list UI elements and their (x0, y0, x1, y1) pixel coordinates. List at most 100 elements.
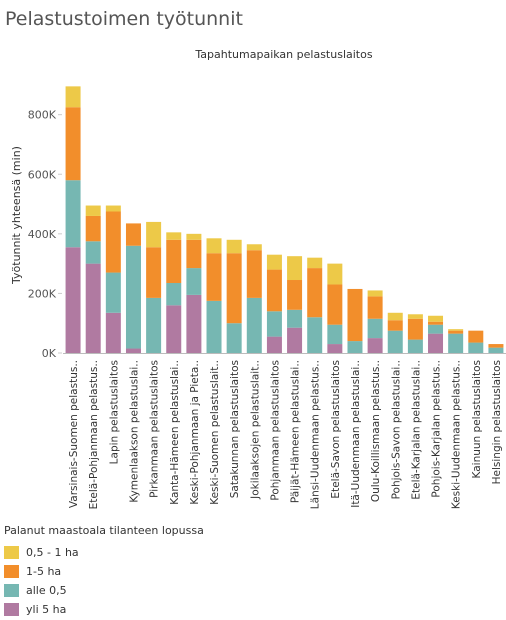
x-tick-label-4: Pirkanmaan pelastuslaitos (149, 360, 161, 498)
x-tick-label-2: Lapin pelastuslaitos (108, 360, 120, 464)
x-tick-label-5: Kanta-Hämeen pelastuslai.. (169, 360, 181, 505)
bar-alle-0-5-2 (105, 272, 121, 313)
bar-1-5-ha-18 (428, 321, 444, 325)
legend-label-1-5-ha: 1-5 ha (26, 565, 62, 578)
x-tick-label-6: Keski-Pohjanmaan ja Pieta.. (189, 360, 201, 505)
bar-1-5-ha-4 (146, 247, 162, 298)
bar-0-5-1-ha-6 (186, 233, 202, 240)
bar-1-5-ha-0 (65, 107, 81, 181)
bar-alle-0-5-17 (407, 339, 423, 353)
stacked-bar-chart: Tapahtumapaikan pelastuslaitos Työtunnit … (10, 48, 506, 509)
bar-alle-0-5-1 (85, 241, 101, 264)
bar-yli-5-ha-6 (186, 294, 202, 353)
x-tick-label-16: Pohjois-Savon pelastuslai.. (390, 360, 402, 499)
bar-1-5-ha-6 (186, 239, 202, 269)
x-tick-label-9: Jokilaaksojen pelastuslait.. (249, 360, 261, 500)
bar-1-5-ha-1 (85, 215, 101, 242)
x-tick-label-10: Pohjanmaan pelastuslaitos (269, 360, 281, 501)
y-tick-label: 200K (28, 287, 57, 300)
bar-0-5-1-ha-11 (287, 256, 303, 281)
legend-label-yli-5-ha: yli 5 ha (26, 603, 67, 616)
bar-1-5-ha-17 (407, 318, 423, 340)
legend-swatch-1-5-ha (4, 565, 19, 578)
bar-0-5-1-ha-8 (226, 239, 242, 254)
y-tick-label: 0K (42, 347, 57, 360)
bar-alle-0-5-3 (125, 245, 141, 349)
bar-alle-0-5-21 (488, 347, 504, 353)
bar-1-5-ha-9 (246, 250, 262, 298)
bar-yli-5-ha-13 (327, 344, 343, 353)
bar-yli-5-ha-1 (85, 263, 101, 353)
legend-label-0-5-1-ha: 0,5 - 1 ha (26, 546, 79, 559)
bar-alle-0-5-10 (266, 311, 282, 337)
bar-1-5-ha-13 (327, 284, 343, 325)
bar-1-5-ha-19 (448, 330, 464, 334)
bar-0-5-1-ha-15 (367, 290, 383, 297)
bar-0-5-1-ha-10 (266, 254, 282, 270)
legend-item-0-5-1-ha[interactable]: 0,5 - 1 ha (4, 543, 304, 562)
x-tick-label-14: Itä-Uudenmaan pelastuslai.. (350, 360, 362, 508)
x-tick-label-21: Helsingin pelastuslaitos (491, 360, 503, 484)
bar-0-5-1-ha-5 (166, 232, 182, 240)
bar-0-5-1-ha-1 (85, 205, 101, 216)
x-tick-label-0: Varsinais-Suomen pelastus.. (68, 360, 80, 508)
bar-1-5-ha-20 (468, 330, 484, 343)
y-tick-label: 600K (28, 168, 57, 181)
x-tick-label-20: Kainuun pelastuslaitos (471, 360, 483, 478)
y-axis-label: Työtunnit yhteensä (min) (10, 146, 23, 285)
bar-1-5-ha-10 (266, 269, 282, 312)
bar-alle-0-5-5 (166, 282, 182, 306)
bar-alle-0-5-8 (226, 323, 242, 353)
bar-alle-0-5-6 (186, 268, 202, 295)
bar-alle-0-5-16 (387, 330, 403, 353)
bar-1-5-ha-8 (226, 253, 242, 324)
bar-0-5-1-ha-19 (448, 329, 464, 331)
bar-1-5-ha-14 (347, 288, 363, 342)
bar-yli-5-ha-5 (166, 305, 182, 353)
x-tick-label-7: Keski-Suomen pelastuslait.. (209, 360, 221, 505)
bar-0-5-1-ha-13 (327, 263, 343, 285)
bar-alle-0-5-20 (468, 342, 484, 353)
bar-0-5-1-ha-2 (105, 205, 121, 212)
x-tick-label-18: Pohjois-Karjalan pelastus.. (431, 360, 443, 498)
bar-alle-0-5-4 (146, 297, 162, 353)
bar-alle-0-5-12 (307, 317, 323, 353)
x-tick-label-12: Länsi-Uudenmaan pelastus.. (310, 360, 322, 509)
bar-1-5-ha-12 (307, 268, 323, 318)
bar-yli-5-ha-2 (105, 312, 121, 353)
x-tick-label-11: Päijät-Hämeen pelastuslai.. (290, 360, 302, 503)
x-tick-label-3: Kymenlaakson pelastuslai.. (128, 360, 140, 503)
bar-yli-5-ha-18 (428, 333, 444, 353)
bar-alle-0-5-11 (287, 309, 303, 328)
bar-yli-5-ha-3 (125, 348, 141, 353)
bar-0-5-1-ha-0 (65, 86, 81, 108)
bar-1-5-ha-7 (206, 253, 222, 301)
bar-alle-0-5-13 (327, 324, 343, 345)
legend-title: Palanut maastoala tilanteen lopussa (4, 524, 204, 537)
bar-0-5-1-ha-18 (428, 315, 444, 322)
legend: Palanut maastoala tilanteen lopussa 0,5 … (4, 524, 304, 619)
bar-alle-0-5-9 (246, 297, 262, 353)
bar-1-5-ha-11 (287, 280, 303, 310)
bar-1-5-ha-16 (387, 320, 403, 331)
bar-0-5-1-ha-12 (307, 257, 323, 269)
x-tick-label-19: Keski-Uudenmaan pelastus.. (451, 360, 463, 509)
bar-1-5-ha-2 (105, 211, 121, 273)
legend-item-1-5-ha[interactable]: 1-5 ha (4, 562, 304, 581)
x-tick-label-1: Etelä-Pohjanmaan pelastus.. (88, 360, 100, 509)
bar-0-5-1-ha-4 (146, 221, 162, 248)
chart-title: Tapahtumapaikan pelastuslaitos (194, 48, 372, 61)
bar-alle-0-5-7 (206, 300, 222, 353)
bar-1-5-ha-5 (166, 239, 182, 283)
legend-item-yli-5-ha[interactable]: yli 5 ha (4, 600, 304, 619)
bar-alle-0-5-0 (65, 180, 81, 248)
legend-swatch-alle-0-5 (4, 584, 19, 597)
bar-0-5-1-ha-16 (387, 312, 403, 321)
legend-item-alle-0-5[interactable]: alle 0,5 (4, 581, 304, 600)
bar-0-5-1-ha-9 (246, 244, 262, 251)
bar-0-5-1-ha-7 (206, 238, 222, 254)
x-tick-label-17: Etelä-Karjalan pelastuslai.. (410, 360, 422, 500)
legend-swatch-0-5-1-ha (4, 546, 19, 559)
bar-0-5-1-ha-17 (407, 314, 423, 319)
bar-yli-5-ha-11 (287, 327, 303, 353)
